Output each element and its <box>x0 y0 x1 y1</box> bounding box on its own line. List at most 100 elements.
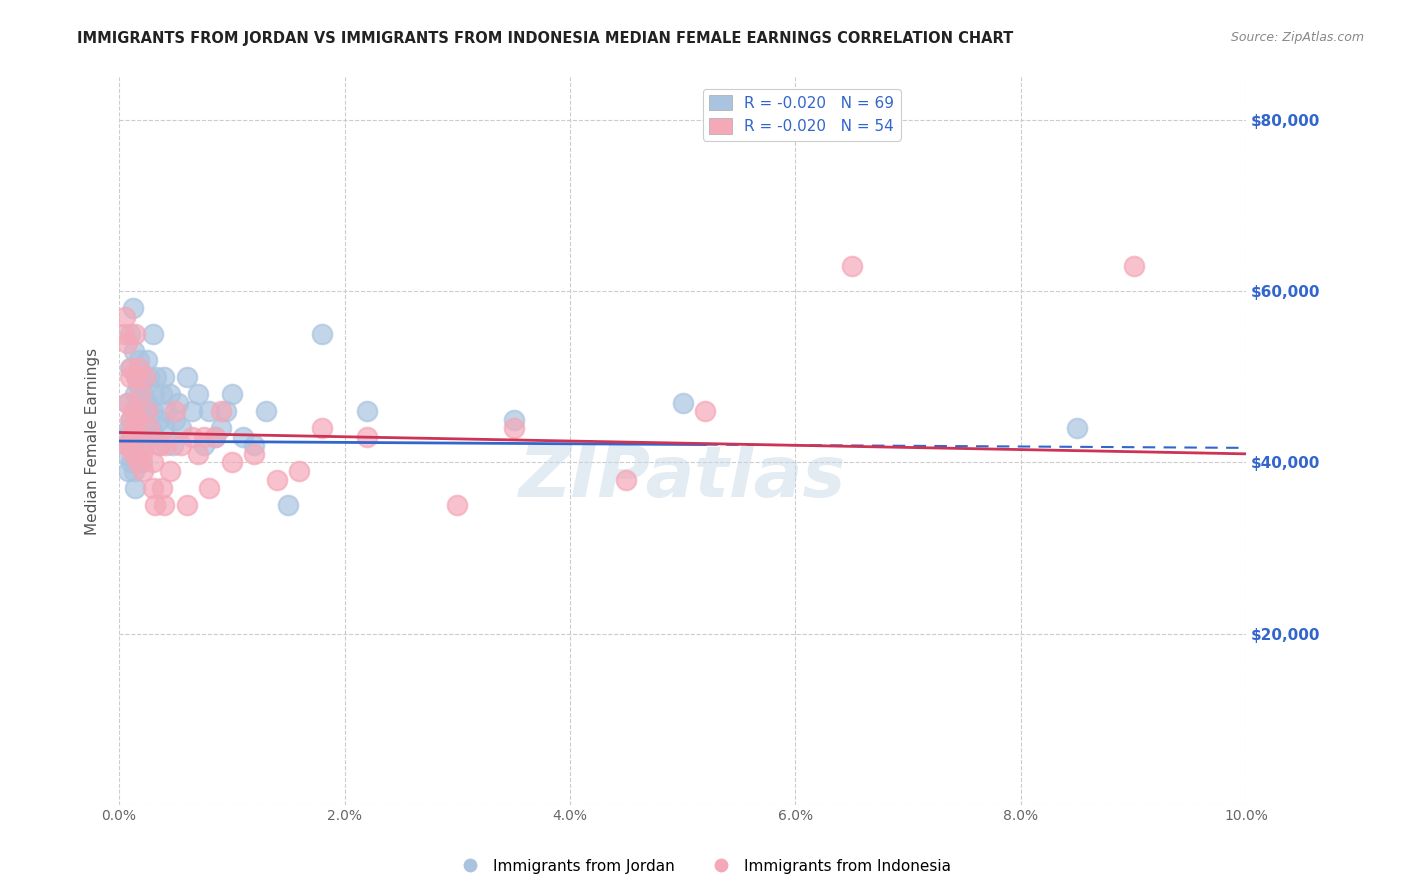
Point <box>198 481 221 495</box>
Point <box>131 421 153 435</box>
Point <box>232 430 254 444</box>
Point <box>155 404 177 418</box>
Point <box>127 378 149 392</box>
Point <box>243 438 266 452</box>
Point <box>136 404 159 418</box>
Point <box>204 430 226 444</box>
Point <box>187 387 209 401</box>
Point <box>165 404 187 418</box>
Point <box>841 259 863 273</box>
Point <box>124 327 146 342</box>
Point <box>128 361 150 376</box>
Y-axis label: Median Female Earnings: Median Female Earnings <box>86 348 100 534</box>
Point <box>215 404 238 418</box>
Point <box>127 369 149 384</box>
Point <box>142 481 165 495</box>
Point <box>221 387 243 401</box>
Point <box>311 421 333 435</box>
Point <box>150 481 173 495</box>
Point <box>138 369 160 384</box>
Point <box>446 498 468 512</box>
Point <box>124 481 146 495</box>
Point <box>131 455 153 469</box>
Point <box>112 327 135 342</box>
Point <box>204 430 226 444</box>
Point <box>120 412 142 426</box>
Point <box>153 369 176 384</box>
Point <box>209 421 232 435</box>
Point <box>115 335 138 350</box>
Point <box>176 369 198 384</box>
Point <box>128 438 150 452</box>
Point <box>138 395 160 409</box>
Point <box>143 498 166 512</box>
Point <box>221 455 243 469</box>
Point <box>187 447 209 461</box>
Point <box>120 361 142 376</box>
Point <box>176 498 198 512</box>
Point <box>129 387 152 401</box>
Text: Source: ZipAtlas.com: Source: ZipAtlas.com <box>1230 31 1364 45</box>
Point <box>135 430 157 444</box>
Point <box>672 395 695 409</box>
Point <box>136 352 159 367</box>
Point <box>134 369 156 384</box>
Point <box>121 301 143 316</box>
Point <box>114 310 136 324</box>
Point <box>124 387 146 401</box>
Point <box>266 473 288 487</box>
Point <box>129 404 152 418</box>
Point <box>155 438 177 452</box>
Point <box>1122 259 1144 273</box>
Point <box>121 447 143 461</box>
Point <box>254 404 277 418</box>
Point <box>117 464 139 478</box>
Point <box>159 387 181 401</box>
Point <box>695 404 717 418</box>
Point <box>122 344 145 359</box>
Point <box>311 327 333 342</box>
Point <box>150 387 173 401</box>
Point <box>121 438 143 452</box>
Point <box>120 412 142 426</box>
Point <box>170 421 193 435</box>
Point <box>122 421 145 435</box>
Point <box>114 447 136 461</box>
Point <box>145 369 167 384</box>
Point <box>153 421 176 435</box>
Point <box>120 361 142 376</box>
Point <box>356 430 378 444</box>
Point <box>132 464 155 478</box>
Point <box>181 404 204 418</box>
Point <box>125 430 148 444</box>
Point <box>170 438 193 452</box>
Point <box>139 421 162 435</box>
Point <box>114 430 136 444</box>
Point <box>117 395 139 409</box>
Point <box>121 404 143 418</box>
Point <box>502 412 524 426</box>
Point <box>132 369 155 384</box>
Point <box>277 498 299 512</box>
Point <box>162 438 184 452</box>
Text: ZIPatlas: ZIPatlas <box>519 443 846 512</box>
Point <box>120 430 142 444</box>
Point <box>614 473 637 487</box>
Point <box>138 421 160 435</box>
Point <box>132 438 155 452</box>
Point <box>118 438 141 452</box>
Point <box>134 404 156 418</box>
Point <box>143 387 166 401</box>
Point <box>142 327 165 342</box>
Point <box>193 438 215 452</box>
Point <box>502 421 524 435</box>
Point <box>131 447 153 461</box>
Point <box>128 352 150 367</box>
Point <box>120 327 142 342</box>
Point <box>153 498 176 512</box>
Point <box>143 430 166 444</box>
Point <box>166 395 188 409</box>
Point <box>198 404 221 418</box>
Point <box>1066 421 1088 435</box>
Point <box>117 438 139 452</box>
